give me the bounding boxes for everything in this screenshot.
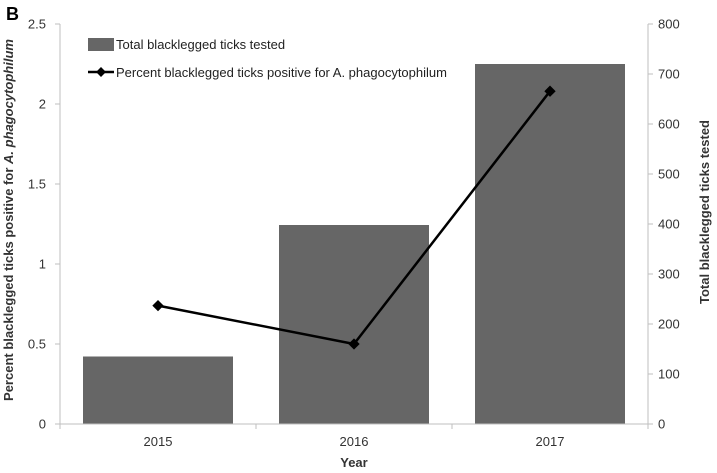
left-y-ticks: 0 0.5 1 1.5 2 2.5: [28, 17, 60, 432]
right-tick-label: 100: [658, 367, 680, 382]
left-y-axis-title-text: Percent blacklegged ticks positive for: [1, 164, 16, 401]
left-y-axis-title: Percent blacklegged ticks positive for A…: [1, 39, 16, 401]
legend-line-label: Percent blacklegged ticks positive for A…: [116, 65, 447, 80]
right-tick-label: 200: [658, 317, 680, 332]
x-ticks: 2015 2016 2017: [59, 424, 649, 449]
right-tick-label: 500: [658, 167, 680, 182]
bar-2015: [83, 356, 233, 424]
bar-2016: [279, 225, 429, 424]
legend-line-marker: [96, 67, 106, 77]
right-tick-label: 0: [658, 417, 665, 432]
right-tick-label: 400: [658, 217, 680, 232]
left-tick-label: 0.5: [28, 337, 46, 352]
left-tick-label: 1: [39, 257, 46, 272]
legend: Total blacklegged ticks tested Percent b…: [88, 37, 447, 80]
x-axis-title: Year: [340, 455, 367, 470]
legend-bar-swatch: [88, 38, 114, 51]
x-tick-label-2017: 2017: [536, 434, 565, 449]
panel-label: B: [6, 4, 19, 24]
x-tick-label-2015: 2015: [144, 434, 173, 449]
legend-bar-label: Total blacklegged ticks tested: [116, 37, 285, 52]
x-tick-label-2016: 2016: [340, 434, 369, 449]
left-tick-label: 1.5: [28, 177, 46, 192]
bar-series: [83, 64, 625, 424]
left-tick-label: 0: [39, 417, 46, 432]
bar-2017: [475, 64, 625, 424]
left-tick-label: 2.5: [28, 17, 46, 32]
right-tick-label: 600: [658, 117, 680, 132]
right-tick-label: 800: [658, 17, 680, 32]
right-tick-label: 700: [658, 67, 680, 82]
left-tick-label: 2: [39, 97, 46, 112]
right-tick-label: 300: [658, 267, 680, 282]
right-y-axis-title: Total blacklegged ticks tested: [697, 120, 712, 304]
line-marker-2015: [152, 299, 164, 312]
line-marker-2016: [348, 338, 360, 350]
right-y-ticks: 0 100 200 300 400 500 600 700 800: [648, 17, 680, 432]
left-y-axis-title-italic: A. phagocytophilum: [1, 39, 16, 165]
